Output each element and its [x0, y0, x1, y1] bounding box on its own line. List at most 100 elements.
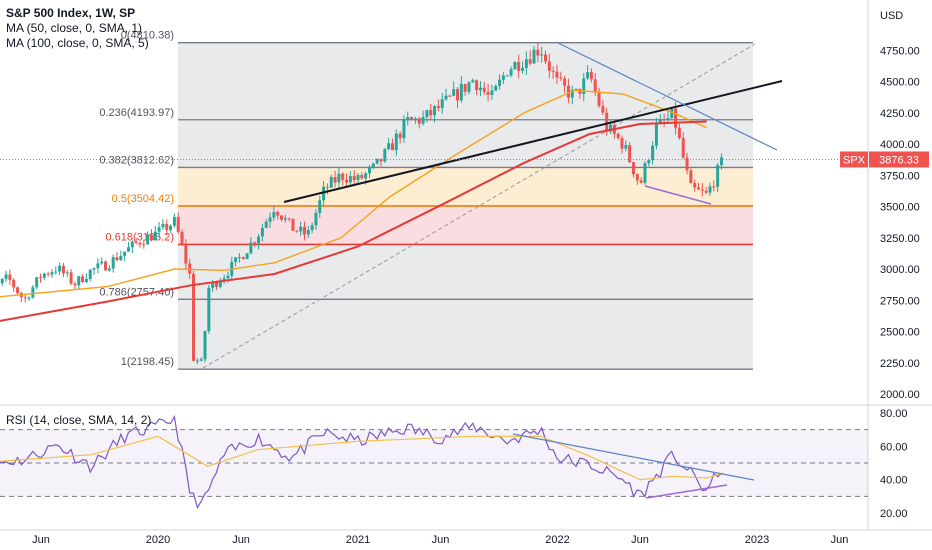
last-price-badge — [869, 151, 929, 168]
candle-body — [123, 251, 127, 256]
candle-body — [459, 83, 463, 101]
candle-body — [643, 163, 647, 183]
candle-body — [142, 244, 146, 246]
candle-body — [348, 176, 352, 183]
candle-body — [410, 117, 414, 120]
ma100-line — [0, 120, 707, 322]
candle-body — [398, 133, 402, 139]
candle-body — [582, 78, 586, 94]
candles — [0, 42, 723, 365]
candle-body — [501, 75, 505, 80]
candle-body — [463, 83, 467, 92]
candle-body — [513, 62, 517, 70]
rsi-tick-label: 40.00 — [880, 475, 908, 487]
candle-body — [456, 89, 459, 101]
candle-body — [12, 279, 16, 288]
candle-body — [436, 106, 440, 109]
candle-body — [38, 277, 42, 279]
fib-level-label: 0.236(4193.97) — [99, 107, 174, 119]
candle-body — [536, 49, 540, 56]
candle-body — [149, 234, 153, 241]
candle-body — [406, 117, 410, 120]
fib-level-label: 0(4810.38) — [121, 30, 174, 42]
candle-body — [322, 186, 326, 201]
time-tick-label: 2023 — [745, 534, 769, 546]
candle-body — [712, 186, 716, 188]
candle-body — [624, 145, 628, 149]
price-tick-label: 2500.00 — [880, 327, 920, 339]
candle-body — [218, 281, 222, 287]
chart-title: S&P 500 Index, 1W, SP — [6, 6, 136, 20]
candle-body — [73, 283, 77, 286]
candle-body — [84, 278, 88, 282]
candle-body — [647, 160, 651, 164]
candle-body — [92, 268, 96, 270]
candle-body — [601, 105, 605, 113]
candle-body — [287, 218, 291, 220]
candle-body — [16, 287, 20, 294]
candle-body — [543, 54, 547, 62]
time-tick-label: 2020 — [146, 534, 170, 546]
candle-body — [719, 157, 723, 166]
candle-body — [283, 218, 287, 220]
candle-body — [448, 95, 452, 97]
candle-body — [390, 143, 394, 151]
candle-body — [214, 282, 218, 287]
candle-body — [681, 138, 685, 158]
candle-body — [50, 272, 54, 275]
candle-body — [23, 297, 27, 299]
candle-body — [574, 88, 578, 90]
price-tick-label: 2750.00 — [880, 295, 920, 307]
candle-body — [96, 263, 100, 269]
candle-body — [310, 225, 314, 231]
candle-body — [264, 221, 268, 228]
candle-body — [333, 176, 337, 183]
candle-body — [280, 215, 284, 220]
support-trend-line — [283, 80, 783, 203]
candle-body — [490, 90, 494, 95]
fib-zone-0 — [178, 42, 753, 168]
candle-body — [639, 180, 643, 183]
candle-body — [635, 174, 639, 181]
candle-body — [620, 138, 624, 149]
fib-level-label: 0.618(3196.2) — [106, 231, 175, 243]
candle-body — [685, 157, 689, 171]
candle-body — [528, 59, 532, 64]
candle-body — [58, 265, 62, 272]
candle-body — [8, 274, 12, 280]
rsi-divergence-line — [645, 484, 728, 499]
candle-body — [46, 273, 50, 275]
candle-body — [119, 255, 123, 261]
price-tick-label: 4500.00 — [880, 77, 920, 89]
candle-body — [345, 179, 349, 183]
candle-body — [662, 119, 666, 121]
symbol-badge — [840, 151, 868, 168]
candle-body — [245, 253, 249, 260]
divergence-line — [644, 185, 712, 205]
candle-body — [597, 91, 601, 106]
candle-body — [211, 282, 215, 288]
candle-body — [257, 236, 261, 244]
candle-body — [81, 276, 85, 282]
candle-body — [532, 49, 536, 64]
candle-body — [207, 287, 211, 332]
candle-body — [467, 82, 471, 92]
candle-body — [134, 241, 138, 243]
candle-body — [651, 145, 655, 161]
candle-body — [478, 87, 482, 91]
candle-body — [199, 359, 203, 361]
candle-body — [658, 119, 662, 124]
candle-body — [677, 127, 681, 139]
candle-body — [341, 173, 345, 180]
candle-body — [27, 297, 31, 299]
candle-body — [356, 175, 360, 180]
candle-body — [475, 80, 479, 91]
candle-body — [260, 227, 264, 237]
candle-body — [631, 162, 635, 175]
candle-body — [325, 186, 329, 188]
time-tick-label: 2021 — [346, 534, 370, 546]
candle-body — [628, 145, 632, 163]
fib-zone-1 — [178, 167, 753, 206]
candle-body — [61, 265, 65, 274]
candle-body — [498, 79, 502, 86]
